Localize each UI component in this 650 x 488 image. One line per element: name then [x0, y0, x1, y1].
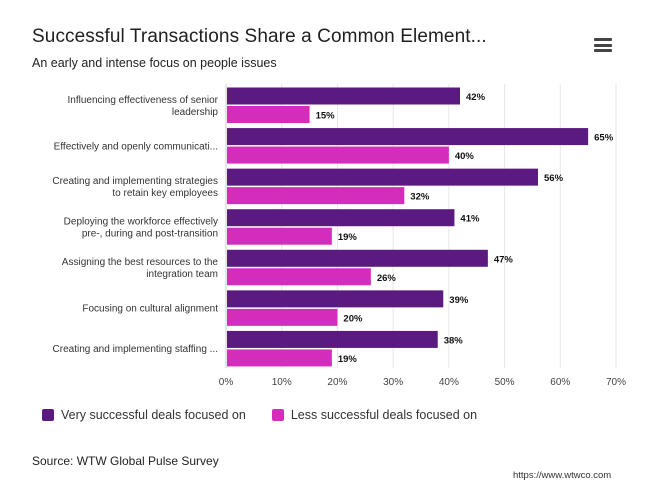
category-label: Assigning the best resources to the integ…	[62, 257, 219, 280]
bar-very-successful	[227, 168, 538, 186]
data-label: 19%	[338, 354, 358, 365]
legend-item-less-successful[interactable]: Less successful deals focused on	[271, 408, 478, 422]
bar-very-successful	[227, 290, 444, 308]
x-tick-label: 50%	[495, 377, 515, 388]
x-tick-label: 20%	[327, 377, 347, 388]
x-tick-label: 70%	[606, 377, 626, 388]
legend-item-very-successful[interactable]: Very successful deals focused on	[42, 408, 246, 422]
data-label: 56%	[544, 173, 564, 184]
chart-title: Successful Transactions Share a Common E…	[32, 26, 487, 47]
data-label: 42%	[466, 92, 486, 103]
data-label: 20%	[343, 313, 363, 324]
source-note: Source: WTW Global Pulse Survey	[32, 454, 219, 468]
data-label: 26%	[377, 273, 397, 284]
legend-label: Very successful deals focused on	[61, 408, 246, 422]
hamburger-menu-icon[interactable]	[594, 38, 612, 52]
bar-very-successful	[227, 209, 455, 227]
category-label: Creating and implementing strategies to r…	[52, 176, 218, 199]
data-label: 32%	[410, 192, 430, 203]
bar-very-successful	[227, 128, 589, 146]
bar-chart: 0% 10% 20% 30% 40% 50% 60% 70% Influencing effec…	[52, 84, 626, 388]
bar-very-successful	[227, 330, 438, 348]
chart-subtitle: An early and intense focus on people iss…	[32, 56, 277, 70]
category-label: Deploying the workforce effectively pre-,…	[64, 216, 218, 239]
category-label: Influencing effectiveness of senior leade…	[68, 95, 219, 118]
category-label: Creating and implementing staffing ...	[53, 344, 218, 355]
data-label: 38%	[444, 335, 464, 346]
data-label: 15%	[316, 111, 336, 122]
data-label: 65%	[594, 133, 614, 144]
x-tick-label: 10%	[272, 377, 292, 388]
category-label: Focusing on cultural alignment	[82, 304, 218, 315]
bar-less-successful	[227, 146, 449, 164]
bar-less-successful	[227, 349, 332, 367]
bar-less-successful	[227, 308, 338, 326]
bar-less-successful	[227, 106, 310, 123]
x-tick-label: 0%	[219, 377, 234, 388]
legend-label: Less successful deals focused on	[290, 408, 478, 422]
category-label: Effectively and openly communicati...	[54, 141, 218, 152]
data-label: 41%	[460, 214, 480, 225]
bar-less-successful	[227, 227, 332, 245]
bar-very-successful	[227, 87, 460, 105]
legend-swatch	[271, 409, 284, 421]
x-tick-label: 30%	[383, 377, 403, 388]
data-label: 47%	[494, 254, 514, 265]
data-label: 39%	[449, 295, 469, 306]
chart-legend: Very successful deals focused on Less su…	[42, 408, 477, 422]
data-label: 40%	[455, 151, 475, 162]
credit-link[interactable]: https://www.wtwco.com	[513, 470, 612, 481]
bar-less-successful	[227, 268, 371, 286]
x-tick-label: 60%	[550, 377, 570, 388]
legend-swatch	[42, 409, 54, 421]
data-label: 19%	[338, 232, 358, 243]
bar-less-successful	[227, 187, 405, 205]
bar-very-successful	[227, 249, 488, 267]
x-tick-label: 40%	[439, 377, 459, 388]
